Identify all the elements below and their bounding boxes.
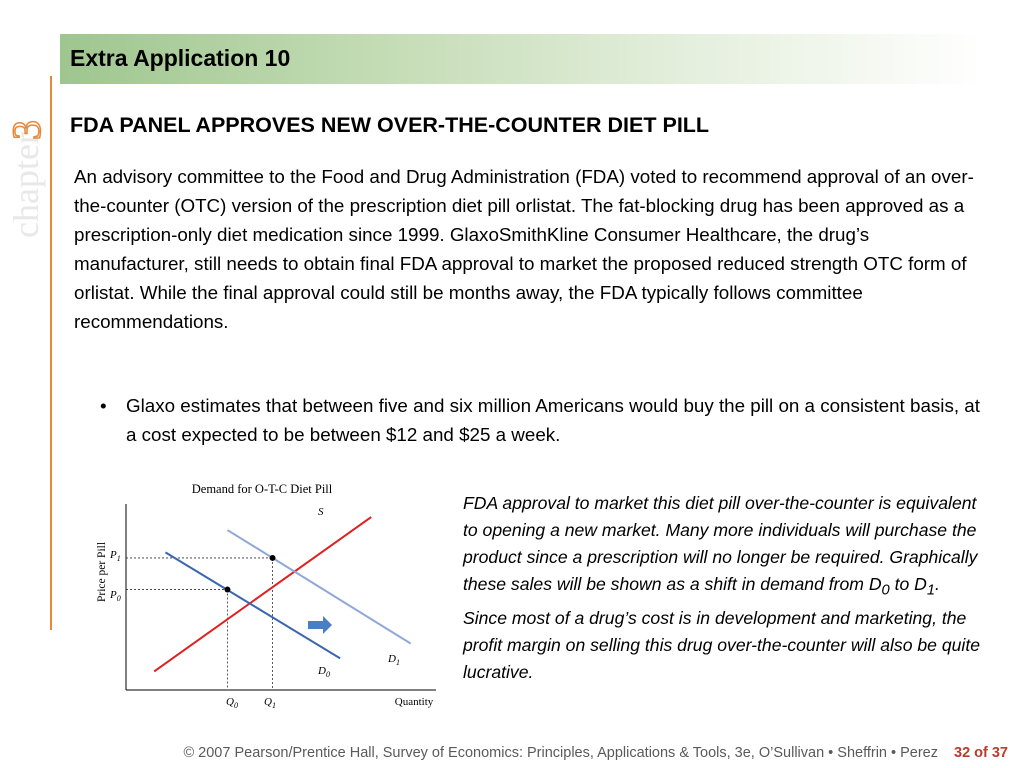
body-paragraph: An advisory committee to the Food and Dr… xyxy=(74,166,974,332)
explanation-note: FDA approval to market this diet pill ov… xyxy=(463,493,981,682)
quantity-q0-label: Q0 xyxy=(226,696,238,710)
slide-subtitle: FDA PANEL APPROVES NEW OVER-THE-COUNTER … xyxy=(70,113,710,137)
demand-d0-label: D0 xyxy=(317,665,330,679)
side-divider xyxy=(50,76,52,630)
demand-chart: Demand for O-T-C Diet Pill Price per Pil… xyxy=(90,476,442,712)
header-bar: Extra Application 10 xyxy=(60,34,984,84)
demand-curve-d1 xyxy=(226,529,412,645)
supply-curve-label: S xyxy=(318,506,324,518)
supply-curve xyxy=(153,516,372,673)
bullet-marker: • xyxy=(100,395,107,416)
bullet-text: Glaxo estimates that between five and si… xyxy=(126,395,980,445)
equilibrium-point-1 xyxy=(269,554,276,561)
chapter-side-label: chapter 3 xyxy=(0,88,50,248)
x-axis-label: Quantity xyxy=(395,696,434,708)
demand-shift-arrow-icon xyxy=(308,616,332,634)
demand-d1-label: D1 xyxy=(387,653,400,667)
slide-title: Extra Application 10 xyxy=(70,45,291,71)
equilibrium-point-0 xyxy=(224,586,231,593)
chapter-word: chapter xyxy=(6,132,46,238)
y-axis-label: Price per Pill xyxy=(96,542,108,602)
footer: © 2007 Pearson/Prentice Hall, Survey of … xyxy=(0,745,1024,767)
chart-title: Demand for O-T-C Diet Pill xyxy=(192,482,333,496)
page-number: 32 of 37 xyxy=(954,745,1008,761)
quantity-q1-label: Q1 xyxy=(264,696,276,710)
price-p0-label: P0 xyxy=(109,589,121,603)
chapter-label-graphic: chapter 3 xyxy=(3,119,50,238)
demand-chart-svg: Demand for O-T-C Diet Pill Price per Pil… xyxy=(96,482,436,710)
price-p1-label: P1 xyxy=(109,549,121,563)
demand-curve-d0 xyxy=(164,551,341,660)
footer-credit: © 2007 Pearson/Prentice Hall, Survey of … xyxy=(183,745,938,761)
chapter-number: 3 xyxy=(4,120,48,140)
